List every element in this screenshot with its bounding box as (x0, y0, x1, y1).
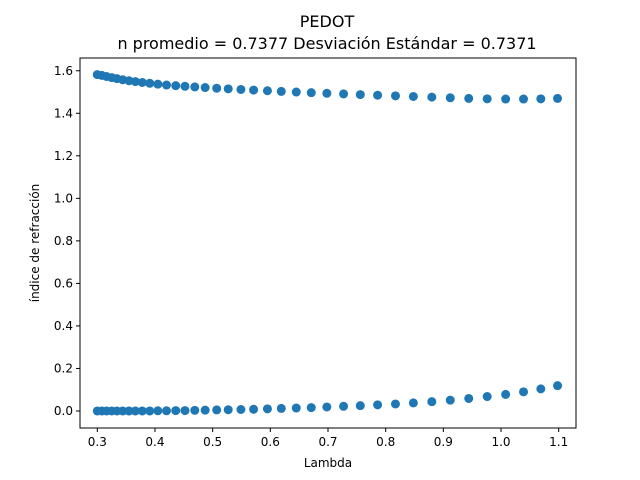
data-point (390, 91, 400, 101)
x-axis-label: Lambda (304, 456, 352, 470)
data-point (291, 87, 301, 97)
data-point (427, 397, 437, 407)
x-tick-label: 0.9 (434, 435, 453, 449)
y-tick-label: 0.8 (54, 234, 73, 248)
chart-title-line2: n promedio = 0.7377 Desviación Estándar … (117, 34, 536, 53)
data-point (137, 77, 147, 87)
data-point (306, 403, 316, 413)
data-point (249, 404, 259, 414)
x-tick-label: 1.1 (549, 435, 568, 449)
data-point (180, 406, 190, 416)
data-point (262, 86, 272, 96)
data-point (212, 83, 222, 93)
data-point (249, 85, 259, 95)
data-point (536, 384, 546, 394)
data-point (162, 80, 172, 90)
data-point (145, 78, 155, 88)
data-point (137, 406, 147, 416)
data-point (153, 79, 163, 89)
data-point (212, 405, 222, 415)
x-tick-label: 0.8 (376, 435, 395, 449)
data-point (145, 406, 155, 416)
data-point (339, 89, 349, 99)
data-point (236, 84, 246, 94)
data-point (180, 81, 190, 91)
data-point (355, 90, 365, 100)
data-point (390, 399, 400, 409)
data-point (501, 389, 511, 399)
y-tick-label: 1.0 (54, 191, 73, 205)
y-tick-label: 1.4 (54, 106, 73, 120)
data-point (464, 93, 474, 103)
x-tick-label: 0.4 (145, 435, 164, 449)
data-point (408, 91, 418, 101)
data-point (408, 398, 418, 408)
data-point (162, 406, 172, 416)
data-point (200, 83, 210, 93)
data-point (190, 405, 200, 415)
data-point (124, 406, 134, 416)
data-point (482, 94, 492, 104)
data-point (130, 77, 140, 87)
data-point (223, 84, 233, 94)
data-point (236, 405, 246, 414)
chart-title-line1: PEDOT (300, 12, 355, 31)
data-point (291, 403, 301, 413)
y-tick-label: 0.2 (54, 361, 73, 375)
data-point (153, 406, 163, 416)
x-tick-label: 0.7 (318, 435, 337, 449)
data-point (373, 400, 383, 410)
y-tick-label: 1.2 (54, 149, 73, 163)
data-point (200, 405, 210, 415)
y-tick-label: 0.4 (54, 319, 73, 333)
y-tick-label: 0.0 (54, 404, 73, 418)
data-point (262, 404, 272, 414)
data-point (276, 86, 286, 96)
data-point (223, 405, 233, 415)
data-point (501, 94, 511, 104)
data-point (339, 401, 349, 411)
data-point (536, 94, 546, 104)
data-point (306, 88, 316, 98)
data-point (445, 93, 455, 103)
data-point (355, 401, 365, 411)
axis-ticks: 0.3 0.4 0.5 0.6 0.7 0.8 0.9 1.0 1.1 0.0 0.2 0.4 0.6 0… (54, 64, 568, 449)
data-point (276, 403, 286, 413)
data-point (373, 90, 383, 100)
data-point (553, 381, 563, 391)
x-tick-label: 0.6 (261, 435, 280, 449)
data-point (322, 402, 332, 412)
data-point (322, 88, 332, 98)
x-tick-label: 0.5 (203, 435, 222, 449)
data-point (118, 406, 128, 416)
data-point (130, 406, 140, 416)
data-point (171, 406, 181, 416)
data-point (519, 94, 529, 104)
x-tick-label: 0.3 (88, 435, 107, 449)
data-point (553, 93, 563, 103)
x-tick-label: 1.0 (491, 435, 510, 449)
data-point (519, 387, 529, 397)
y-axis-label: índice de refracción (28, 184, 42, 303)
data-point (464, 393, 474, 403)
y-tick-label: 1.6 (54, 64, 73, 78)
data-point (171, 81, 181, 91)
data-point (482, 392, 492, 402)
data-points (92, 70, 563, 416)
data-point (445, 395, 455, 405)
data-point (190, 82, 200, 92)
y-tick-label: 0.6 (54, 276, 73, 290)
data-point (427, 92, 437, 102)
plot-frame (79, 57, 577, 429)
